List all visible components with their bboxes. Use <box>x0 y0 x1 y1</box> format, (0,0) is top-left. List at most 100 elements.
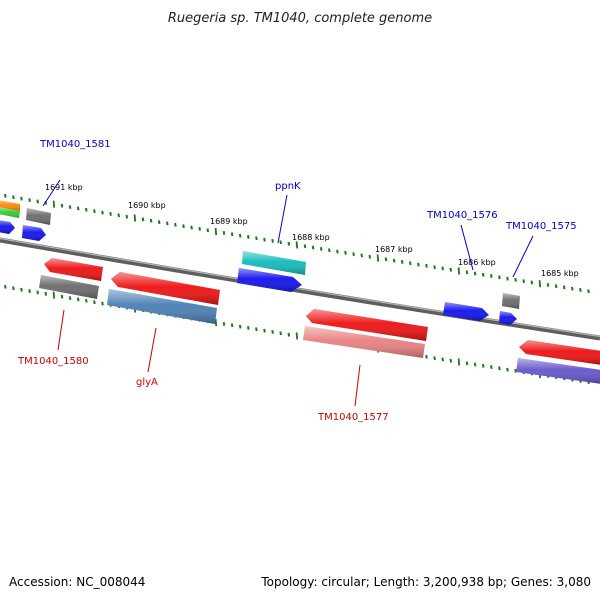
scale-label: 1687 kbp <box>375 245 413 254</box>
inner-kbp-minor-tick <box>93 300 96 305</box>
scale-label: 1686 kbp <box>458 258 496 267</box>
inner-kbp-major-tick <box>457 358 461 366</box>
outer-kbp-minor-tick <box>12 195 15 200</box>
leader-line-ppnK <box>277 194 288 244</box>
kbp-tick-row-outer <box>4 193 590 294</box>
outer-kbp-minor-tick <box>109 212 112 216</box>
outer-kbp-minor-tick <box>481 272 485 277</box>
outer-kbp-minor-tick <box>473 271 477 276</box>
leader-line-TM1040_1577 <box>354 364 361 407</box>
outer-kbp-minor-tick <box>141 217 145 222</box>
inner-kbp-minor-tick <box>498 366 501 371</box>
outer-kbp-minor-tick <box>425 263 428 268</box>
gene-arrow-glyA[interactable] <box>111 272 220 305</box>
outer-kbp-minor-tick <box>206 228 210 233</box>
gene-label-ppnK[interactable]: ppnK <box>275 181 301 192</box>
outer-kbp-minor-tick <box>384 257 388 262</box>
inner-kbp-minor-tick <box>222 322 226 326</box>
inner-kbp-minor-tick <box>449 358 453 363</box>
feature-TM1040_1580-gray[interactable] <box>39 275 99 299</box>
inner-kbp-minor-tick <box>433 356 436 361</box>
inner-kbp-minor-tick <box>279 331 282 336</box>
inner-kbp-minor-tick <box>238 324 242 329</box>
outer-kbp-minor-tick <box>311 245 315 250</box>
outer-kbp-minor-tick <box>247 235 250 239</box>
inner-kbp-minor-tick <box>68 296 72 300</box>
outer-kbp-minor-tick <box>328 248 331 253</box>
gene-arrow-ppnK[interactable] <box>237 268 302 292</box>
outer-kbp-minor-tick <box>238 233 242 238</box>
feature-TM1040_1577-pink[interactable] <box>303 326 425 358</box>
leader-line-TM1040_1575 <box>512 235 534 278</box>
inner-kbp-minor-tick <box>425 354 428 359</box>
inner-kbp-minor-tick <box>441 357 444 362</box>
inner-kbp-minor-tick <box>247 326 250 330</box>
scale-label: 1689 kbp <box>210 217 248 226</box>
gene-arrow-red-right[interactable] <box>519 340 600 365</box>
outer-kbp-minor-tick <box>279 240 282 245</box>
gene-arrow-TM1040_1576[interactable] <box>443 302 489 321</box>
inner-kbp-minor-tick <box>36 290 39 295</box>
outer-kbp-minor-tick <box>433 265 436 270</box>
gene-arrow-TM1040_1580[interactable] <box>44 258 103 281</box>
feature-glyA-steelblue[interactable] <box>107 289 217 324</box>
outer-kbp-minor-tick <box>319 247 323 251</box>
outer-kbp-minor-tick <box>101 210 104 215</box>
feature-TM1040_1575-gray[interactable] <box>502 293 520 309</box>
inner-kbp-minor-tick <box>20 287 23 292</box>
inner-kbp-minor-tick <box>230 323 234 328</box>
inner-kbp-minor-tick <box>4 284 7 289</box>
gene-label-TM1040_1577[interactable]: TM1040_1577 <box>317 412 389 423</box>
outer-kbp-minor-tick <box>28 198 31 202</box>
inner-kbp-minor-tick <box>263 328 266 333</box>
outer-kbp-minor-tick <box>392 258 396 263</box>
gene-arrow-TM1040_1581[interactable] <box>22 225 46 241</box>
outer-kbp-minor-tick <box>36 199 39 204</box>
gene-arrow-TM1040_1575[interactable] <box>499 311 517 325</box>
gene-label-TM1040_1576[interactable]: TM1040_1576 <box>426 210 498 221</box>
accession-text: Accession: NC_008044 <box>9 575 145 589</box>
inner-kbp-minor-tick <box>44 291 48 296</box>
outer-kbp-minor-tick <box>490 274 493 278</box>
feature-TM1040_1581-gray[interactable] <box>26 208 51 225</box>
outer-kbp-major-tick <box>376 254 380 262</box>
map-title: Ruegeria sp. TM1040, complete genome <box>168 11 432 26</box>
outer-kbp-minor-tick <box>157 220 161 225</box>
outer-kbp-minor-tick <box>506 276 509 281</box>
scale-label: 1691 kbp <box>45 183 83 192</box>
outer-kbp-minor-tick <box>400 260 404 264</box>
outer-kbp-major-tick <box>214 228 218 236</box>
outer-kbp-minor-tick <box>587 289 590 294</box>
outer-kbp-minor-tick <box>562 285 566 290</box>
feature-green[interactable] <box>0 207 20 218</box>
inner-kbp-minor-tick <box>76 297 80 302</box>
gene-label-glyA[interactable]: glyA <box>136 377 158 388</box>
inner-kbp-minor-tick <box>490 365 493 369</box>
outer-kbp-minor-tick <box>368 254 372 259</box>
gene-label-TM1040_1575[interactable]: TM1040_1575 <box>505 221 577 232</box>
outer-kbp-minor-tick <box>360 253 363 258</box>
outer-kbp-minor-tick <box>498 275 501 280</box>
gene-arrow-TM1040_1577[interactable] <box>306 309 428 341</box>
outer-kbp-minor-tick <box>85 207 88 212</box>
outer-kbp-minor-tick <box>530 280 534 285</box>
gene-arrow-blue-left[interactable] <box>0 220 15 234</box>
inner-kbp-minor-tick <box>506 367 509 372</box>
outer-kbp-minor-tick <box>287 241 291 246</box>
inner-kbp-minor-tick <box>287 332 291 337</box>
feature-orange[interactable] <box>0 200 20 211</box>
leader-line-TM1040_1576 <box>460 224 474 271</box>
gene-label-TM1040_1580[interactable]: TM1040_1580 <box>17 356 89 367</box>
feature-purple-right[interactable] <box>516 358 600 384</box>
gene-label-TM1040_1581[interactable]: TM1040_1581 <box>39 139 111 150</box>
outer-kbp-minor-tick <box>222 231 226 235</box>
outer-kbp-minor-tick <box>76 206 80 211</box>
outer-kbp-minor-tick <box>190 225 193 230</box>
outer-kbp-minor-tick <box>117 213 120 218</box>
feature-ppnK-cyan[interactable] <box>242 251 306 275</box>
outer-kbp-minor-tick <box>93 209 96 214</box>
outer-kbp-minor-tick <box>255 236 258 241</box>
inner-kbp-minor-tick <box>465 361 469 366</box>
genome-backbone-highlight <box>0 237 600 338</box>
